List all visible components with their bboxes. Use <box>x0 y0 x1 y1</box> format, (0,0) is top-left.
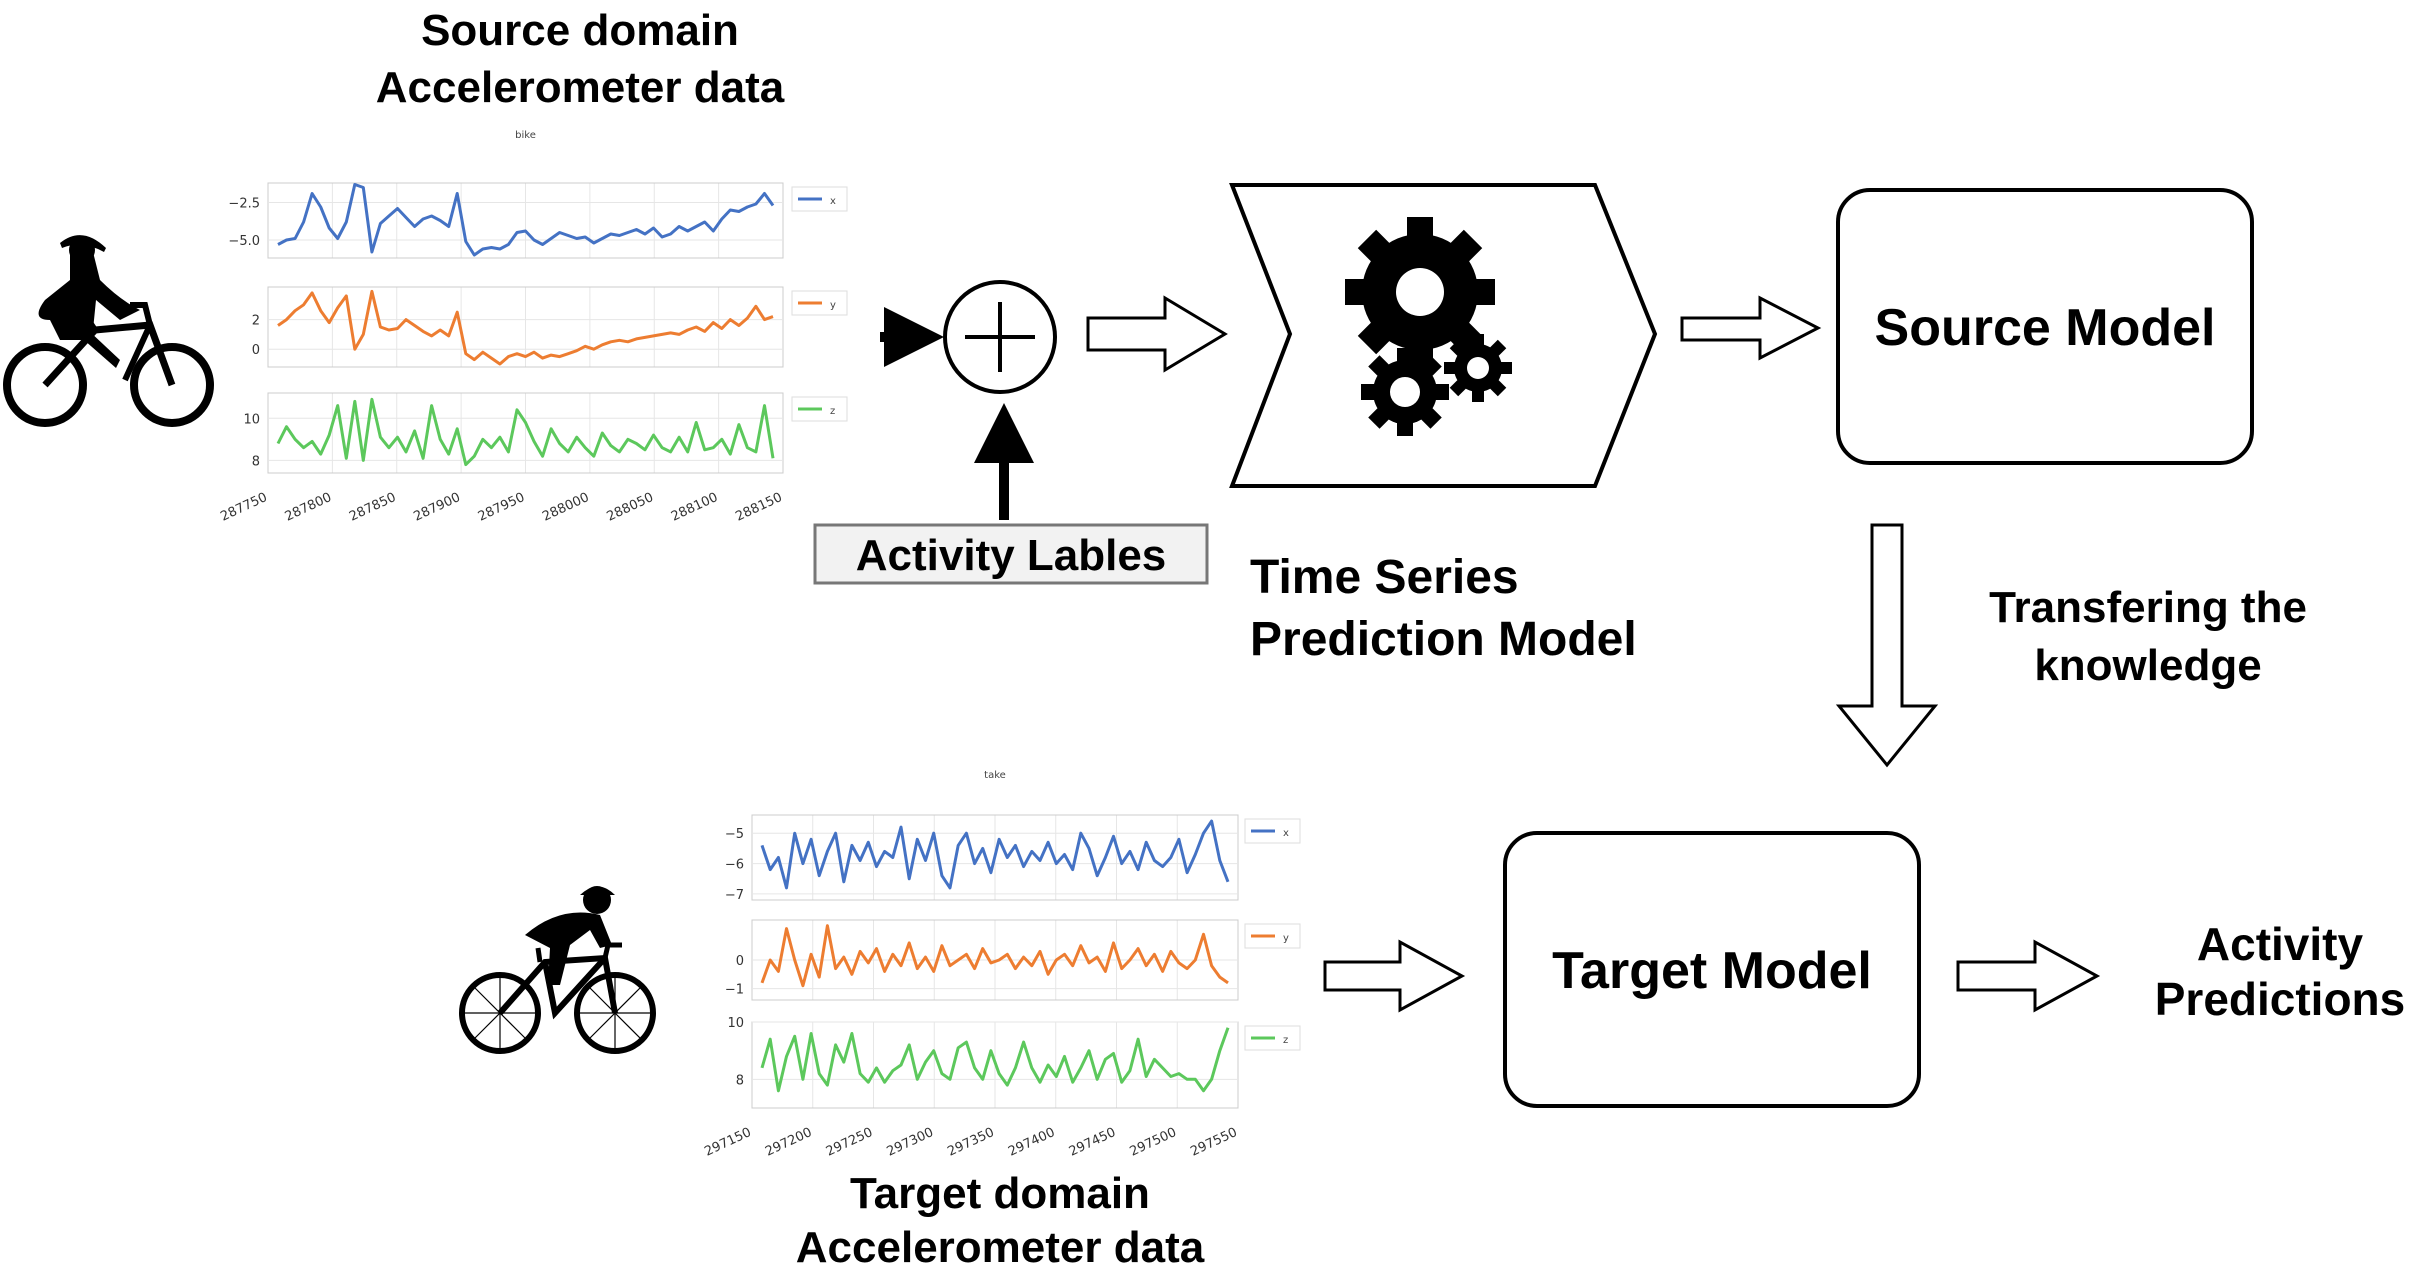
series-line-y <box>760 924 1229 988</box>
y-tick-label: −6 <box>725 858 744 873</box>
predictions-label-line2: Predictions <box>2155 973 2406 1025</box>
legend-label-y: y <box>830 300 836 311</box>
x-tick-label: 288000 <box>540 490 591 525</box>
prediction-model-label-line1: Time Series <box>1250 551 1519 604</box>
x-tick-label: 297450 <box>1067 1125 1118 1160</box>
x-tick-label: 287750 <box>218 490 269 525</box>
series-line-x <box>277 183 775 257</box>
x-tick-label: 297500 <box>1128 1125 1179 1160</box>
chart-title: bike <box>515 130 536 141</box>
source-model-label: Source Model <box>1875 299 2216 357</box>
x-tick-label: 288050 <box>605 490 656 525</box>
x-tick-label: 297350 <box>945 1125 996 1160</box>
activity-labels-box <box>813 523 1209 585</box>
x-tick-label: 297550 <box>1188 1125 1239 1160</box>
source-accelerometer-chart: bike 287750 287800 287850 287900 287950 288000… <box>218 130 848 525</box>
x-tick-label: 297400 <box>1006 1125 1057 1160</box>
y-tick-label: 8 <box>736 1073 744 1088</box>
source-model-box <box>1836 188 2254 465</box>
x-tick-label: 297150 <box>702 1125 753 1160</box>
y-tick-label: −5.0 <box>228 234 260 249</box>
model-to-source-arrow <box>1680 295 1822 361</box>
target-model-box <box>1503 831 1921 1108</box>
x-tick-label: 297200 <box>763 1125 814 1160</box>
source-title-line1: Source domain <box>421 6 739 55</box>
chart-title: take <box>984 770 1006 781</box>
x-tick-label: 288150 <box>733 490 784 525</box>
series-line-y <box>277 289 774 366</box>
road-cyclist-icon <box>430 880 668 1058</box>
x-tick-label: 287900 <box>411 490 462 525</box>
x-tick-label: 297250 <box>824 1125 875 1160</box>
series-line-x <box>760 819 1230 890</box>
panel-frame <box>267 286 784 368</box>
series-line-z <box>276 397 775 467</box>
y-tick-label: −5 <box>725 827 744 842</box>
gears-icon <box>1345 217 1512 436</box>
y-tick-label: −1 <box>725 983 744 998</box>
y-tick-label: −7 <box>725 888 744 903</box>
y-tick-label: 10 <box>727 1016 744 1031</box>
transfer-label-line1: Transfering the <box>1989 583 2307 632</box>
panel-frame <box>751 814 1239 901</box>
x-tick-label: 287800 <box>283 490 334 525</box>
activity-labels-text: Activity Lables <box>856 531 1167 580</box>
transfer-label-line2: knowledge <box>2034 641 2261 690</box>
target-data-arrow <box>1323 939 1466 1013</box>
cyclist-woman-icon <box>3 235 214 427</box>
x-tick-label: 287850 <box>347 490 398 525</box>
target-accelerometer-chart: take 297150 297200 297250 297300 297350 297400… <box>702 770 1301 1160</box>
legend-label-z: z <box>830 406 835 417</box>
target-title-line1: Target domain <box>850 1169 1150 1218</box>
y-tick-label: 8 <box>252 454 260 469</box>
predictions-arrow <box>1956 939 2101 1013</box>
y-tick-label: −2.5 <box>228 197 260 212</box>
x-tick-label: 288100 <box>669 490 720 525</box>
panel-frame <box>267 182 784 259</box>
panel-frame <box>267 392 784 474</box>
target-title-line2: Accelerometer data <box>796 1223 1205 1272</box>
series-line-z <box>760 1027 1230 1093</box>
y-tick-label: 0 <box>736 954 744 969</box>
source-title-line2: Accelerometer data <box>376 63 785 112</box>
legend-label-z: z <box>1283 1035 1288 1046</box>
prediction-model-label-line2: Prediction Model <box>1250 613 1637 666</box>
predictions-label-line1: Activity <box>2197 918 2364 970</box>
transfer-knowledge-arrow <box>1835 523 1939 768</box>
y-tick-label: 2 <box>252 314 260 329</box>
y-tick-label: 0 <box>252 343 260 358</box>
x-tick-label: 297300 <box>885 1125 936 1160</box>
y-tick-label: 10 <box>243 412 260 427</box>
sum-to-model-arrow <box>1086 295 1228 373</box>
legend-label-y: y <box>1283 933 1289 944</box>
legend-label-x: x <box>830 196 836 207</box>
x-tick-label: 287950 <box>476 490 527 525</box>
target-model-label: Target Model <box>1552 942 1872 1000</box>
legend-label-x: x <box>1283 828 1289 839</box>
